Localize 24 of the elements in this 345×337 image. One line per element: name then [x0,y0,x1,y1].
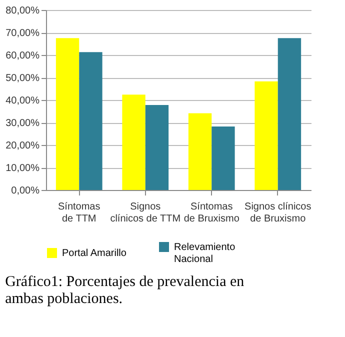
bar [278,38,302,190]
legend-label: Portal Amarillo [62,248,127,259]
y-tick-label: 40,00% [6,96,40,106]
y-tick-label: 80,00% [6,6,40,16]
x-tick-label: Síntomas de TTM [58,202,100,224]
y-tick-label: 70,00% [6,28,40,39]
y-tick-label: 30,00% [6,118,40,129]
y-tick-label: 10,00% [6,163,40,174]
bar [56,38,80,190]
text: Gráfico1: Porcentajes de prevalencia en ambas poblaciones. [5,274,245,307]
y-tick-label: 60,00% [6,50,40,62]
x-tick-label: Signos clínicos de Bruxismo [244,202,312,224]
y-tick-label: 0,00% [11,186,40,196]
bar [79,52,102,190]
y-tick-label: 20,00% [6,140,40,152]
bar [212,126,235,190]
bar [188,113,212,190]
x-tick-label: Síntomas de Bruxismo [184,202,240,224]
y-tick-label: 50,00% [6,73,40,84]
bar [254,81,278,190]
legend-label: Relevamiento Nacional [174,242,236,265]
bar [122,94,146,190]
x-tick-label: Signos clínicos de TTM [110,202,181,224]
bar [145,104,169,190]
